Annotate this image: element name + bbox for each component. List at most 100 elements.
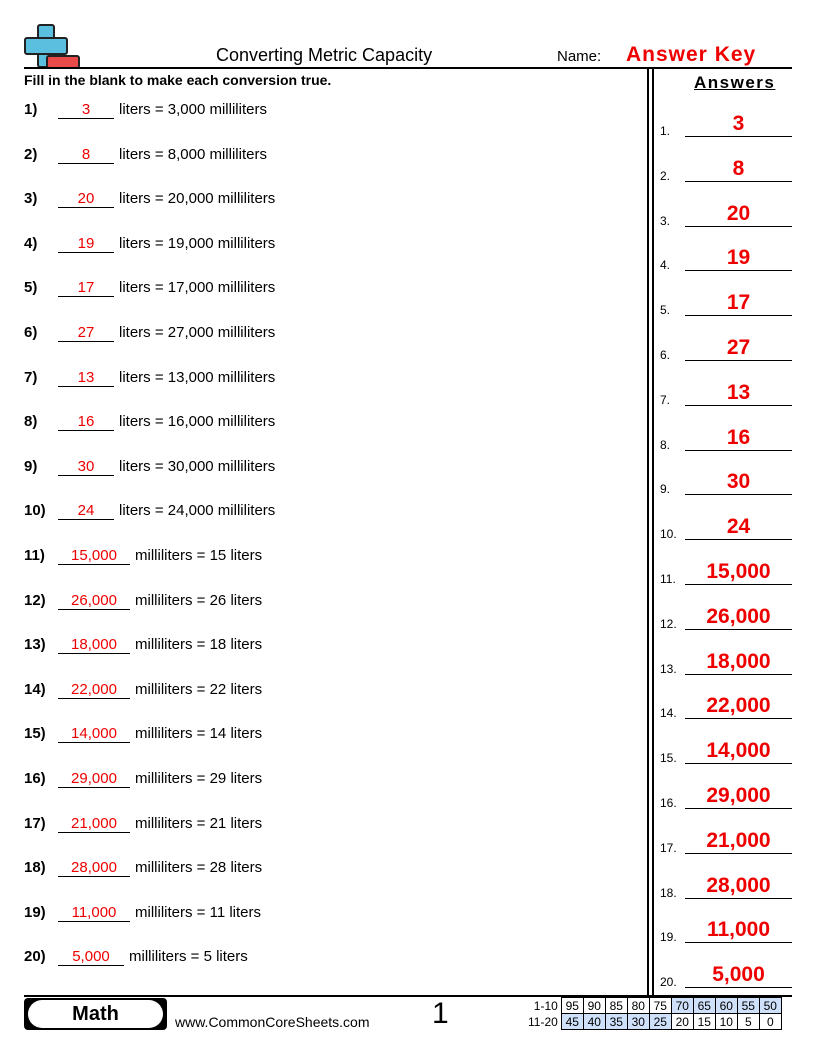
problem-row: 8) 16 liters = 16,000 milliliters bbox=[24, 413, 276, 432]
problem-row: 4) 19 liters = 19,000 milliliters bbox=[24, 235, 275, 253]
problem-text: liters = 17,000 milliliters bbox=[119, 279, 276, 297]
score-row: 1-10 95 90 85 80 75 70 65 60 55 50 bbox=[525, 997, 782, 1014]
answer-value: 27 bbox=[685, 336, 792, 361]
problem-row: 6) 27 liters = 27,000 milliliters bbox=[24, 324, 275, 342]
answer-blank: 14,000 bbox=[58, 725, 130, 744]
score-cell: 65 bbox=[692, 997, 716, 1014]
answer-number: 2. bbox=[660, 168, 671, 183]
score-row: 11-20 45 40 35 30 25 20 15 10 5 0 bbox=[525, 1013, 782, 1030]
problem-text: liters = 27,000 milliliters bbox=[119, 324, 276, 341]
score-cell: 35 bbox=[604, 1013, 628, 1030]
problem-row: 15) 14,000 milliliters = 14 liters bbox=[24, 725, 263, 744]
score-row-label: 11-20 bbox=[528, 1014, 558, 1029]
score-cell: 5 bbox=[736, 1013, 760, 1030]
score-cell: 15 bbox=[692, 1013, 716, 1030]
website-link[interactable]: www.CommonCoreSheets.com bbox=[175, 1014, 370, 1030]
problem-row: 17) 21,000 milliliters = 21 liters bbox=[24, 815, 262, 833]
problem-number: 7) bbox=[24, 368, 38, 386]
problem-number: 19) bbox=[24, 903, 46, 921]
problem-row: 11) 15,000 milliliters = 15 liters bbox=[24, 547, 262, 565]
problem-row: 5) 17 liters = 17,000 milliliters bbox=[24, 279, 276, 298]
answer-value: 28,000 bbox=[685, 874, 792, 899]
answer-blank: 28,000 bbox=[58, 859, 130, 878]
problem-row: 10) 24 liters = 24,000 milliliters bbox=[24, 502, 275, 521]
answer-value: 20 bbox=[685, 202, 792, 227]
problem-text: liters = 30,000 milliliters bbox=[119, 457, 276, 475]
score-cell: 45 bbox=[560, 1013, 584, 1030]
score-cell: 60 bbox=[714, 997, 738, 1014]
answer-number: 6. bbox=[660, 348, 671, 362]
problem-number: 14) bbox=[24, 680, 46, 698]
problem-number: 10) bbox=[24, 502, 46, 520]
answer-blank: 16 bbox=[58, 413, 114, 432]
problem-number: 6) bbox=[24, 324, 38, 341]
problem-number: 2) bbox=[24, 145, 38, 163]
problem-text: milliliters = 28 liters bbox=[135, 859, 263, 877]
problem-row: 7) 13 liters = 13,000 milliliters bbox=[24, 369, 275, 387]
answer-number: 17. bbox=[660, 840, 677, 855]
answer-blank: 20 bbox=[58, 190, 114, 209]
answer-value: 21,000 bbox=[685, 829, 792, 854]
answer-number: 7. bbox=[660, 392, 671, 407]
problem-text: milliliters = 26 liters bbox=[135, 591, 263, 609]
score-cell: 20 bbox=[670, 1013, 694, 1030]
answer-number: 20. bbox=[660, 975, 677, 990]
subject-label: Math bbox=[28, 1000, 163, 1028]
answers-heading: Answers bbox=[694, 73, 776, 92]
answer-number: 11. bbox=[660, 572, 676, 586]
answer-blank: 5,000 bbox=[58, 948, 124, 967]
problem-text: milliliters = 14 liters bbox=[135, 725, 263, 743]
answer-number: 4. bbox=[660, 258, 671, 273]
name-label: Name: bbox=[557, 48, 602, 65]
problem-row: 12) 26,000 milliliters = 26 liters bbox=[24, 592, 262, 610]
answer-number: 8. bbox=[660, 437, 671, 452]
answer-value: 14,000 bbox=[685, 739, 792, 765]
score-cell: 90 bbox=[582, 997, 606, 1014]
score-cell: 85 bbox=[604, 997, 628, 1014]
problem-number: 9) bbox=[24, 457, 38, 475]
problem-number: 4) bbox=[24, 234, 38, 252]
answer-number: 14. bbox=[660, 706, 677, 721]
score-cell: 55 bbox=[736, 997, 760, 1014]
problem-row: 19) 11,000 milliliters = 11 liters bbox=[24, 904, 261, 922]
answer-number: 10. bbox=[660, 527, 677, 542]
problem-text: milliliters = 11 liters bbox=[135, 903, 261, 921]
answer-blank: 30 bbox=[58, 458, 114, 476]
answer-blank: 15,000 bbox=[58, 547, 130, 565]
answer-value: 16 bbox=[685, 426, 792, 451]
problem-text: liters = 8,000 milliliters bbox=[119, 145, 267, 163]
score-cell: 75 bbox=[648, 997, 672, 1014]
score-cell: 40 bbox=[582, 1013, 606, 1030]
problem-row: 13) 18,000 milliliters = 18 liters bbox=[24, 636, 263, 655]
answer-blank: 18,000 bbox=[58, 636, 130, 655]
problem-number: 3) bbox=[24, 190, 38, 208]
problem-text: milliliters = 18 liters bbox=[135, 636, 263, 654]
problem-text: liters = 13,000 milliliters bbox=[119, 368, 276, 386]
column-divider bbox=[652, 69, 654, 996]
score-cell: 95 bbox=[560, 997, 584, 1014]
answer-number: 12. bbox=[660, 616, 677, 631]
problem-text: liters = 16,000 milliliters bbox=[119, 413, 276, 431]
answer-blank: 22,000 bbox=[58, 681, 130, 699]
score-cell: 0 bbox=[758, 1013, 782, 1030]
answer-value: 30 bbox=[685, 470, 792, 496]
answer-blank: 26,000 bbox=[58, 592, 130, 610]
problem-text: milliliters = 22 liters bbox=[135, 680, 263, 698]
answer-value: 3 bbox=[685, 112, 792, 137]
answer-value: 18,000 bbox=[685, 650, 792, 675]
answer-value: 11,000 bbox=[685, 918, 792, 944]
answer-value: 26,000 bbox=[685, 605, 792, 630]
problem-number: 18) bbox=[24, 859, 46, 877]
worksheet-title: Converting Metric Capacity bbox=[216, 45, 433, 65]
score-table: 1-10 95 90 85 80 75 70 65 60 55 50 11-20 45 40 35 30 25 2… bbox=[525, 997, 782, 1030]
problem-text: milliliters = 29 liters bbox=[135, 770, 263, 787]
page-number: 1 bbox=[432, 997, 449, 1030]
score-cell: 80 bbox=[626, 997, 650, 1014]
problem-row: 16) 29,000 milliliters = 29 liters bbox=[24, 770, 262, 788]
name-value: Answer Key bbox=[626, 43, 757, 66]
answer-value: 24 bbox=[685, 515, 792, 541]
score-cell: 70 bbox=[670, 997, 694, 1014]
answer-blank: 27 bbox=[58, 324, 114, 342]
problem-number: 13) bbox=[24, 636, 46, 654]
answer-blank: 19 bbox=[58, 235, 114, 253]
